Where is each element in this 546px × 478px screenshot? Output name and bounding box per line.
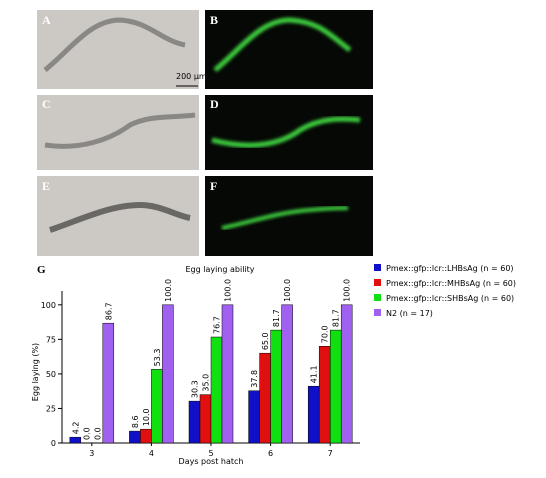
y-tick-label: 100 (41, 301, 56, 310)
panel-label: A (42, 13, 51, 27)
bar (318, 346, 331, 444)
legend-swatch (374, 294, 381, 301)
bar (162, 304, 174, 444)
value-label: 10.0 (142, 408, 151, 426)
bar (188, 400, 201, 444)
x-tick-label: 3 (89, 449, 94, 458)
bar (151, 369, 163, 444)
value-label: 76.7 (213, 316, 222, 334)
bar (69, 436, 82, 444)
panel-label: C (42, 97, 51, 111)
value-label: 100.0 (164, 279, 173, 302)
value-label: 70.0 (321, 325, 330, 343)
bar (199, 394, 212, 444)
legend-swatch (374, 309, 381, 316)
bar (129, 430, 141, 444)
value-label: 4.2 (71, 421, 80, 434)
bar (248, 390, 260, 444)
legend-label: Pmex::gfp::lcr::LHBsAg (n = 60) (386, 264, 514, 273)
panel-label: G (37, 264, 46, 276)
value-label: 35.0 (202, 374, 211, 392)
x-axis-label: Days post hatch (179, 457, 244, 466)
bar (281, 304, 293, 444)
bar (102, 322, 115, 444)
value-label: 81.7 (332, 309, 341, 327)
x-tick-label: 7 (328, 449, 333, 458)
value-label: 100.0 (343, 279, 352, 302)
y-tick-label: 0 (51, 439, 56, 448)
panel-label: E (42, 179, 50, 193)
bar (307, 385, 320, 444)
bar (270, 329, 282, 444)
bar (210, 336, 223, 444)
chart-title: Egg laying ability (185, 265, 254, 274)
panel-label: F (210, 179, 217, 193)
value-label: 86.7 (104, 302, 113, 320)
legend-label: Pmex::gfp::lcr::SHBsAg (n = 60) (386, 294, 514, 303)
value-label: 0.0 (82, 427, 91, 440)
x-tick-label: 6 (268, 449, 273, 458)
y-tick-label: 75 (46, 335, 56, 344)
x-tick-label: 4 (149, 449, 154, 458)
value-label: 53.3 (153, 349, 162, 367)
value-label: 81.7 (272, 309, 281, 327)
y-tick-label: 25 (46, 404, 56, 413)
x-tick-label: 5 (208, 449, 213, 458)
micrographs: 200 μm A B C D E F (37, 10, 373, 256)
legend-label: N2 (n = 17) (386, 309, 433, 318)
legend-swatch (374, 279, 381, 286)
panel-label: D (210, 97, 219, 111)
bar (140, 428, 152, 444)
bar (221, 304, 234, 444)
value-label: 65.0 (261, 332, 270, 350)
y-tick-label: 50 (46, 370, 56, 379)
value-label: 37.8 (250, 370, 259, 388)
panel-label: B (210, 13, 218, 27)
scale-bar: 200 μm (176, 72, 207, 81)
bar (259, 352, 271, 444)
bar (329, 329, 342, 444)
value-label: 30.3 (191, 380, 200, 398)
value-label: 8.6 (131, 415, 140, 428)
legend-label: Pmex::gfp::lcr::MHBsAg (n = 60) (386, 279, 516, 288)
value-label: 100.0 (224, 279, 233, 302)
value-label: 41.1 (310, 365, 319, 383)
value-label: 100.0 (283, 279, 292, 302)
bar (340, 304, 353, 444)
legend-swatch (374, 264, 381, 271)
y-axis-label: Egg laying (%) (31, 343, 40, 401)
value-label: 0.0 (93, 427, 102, 440)
